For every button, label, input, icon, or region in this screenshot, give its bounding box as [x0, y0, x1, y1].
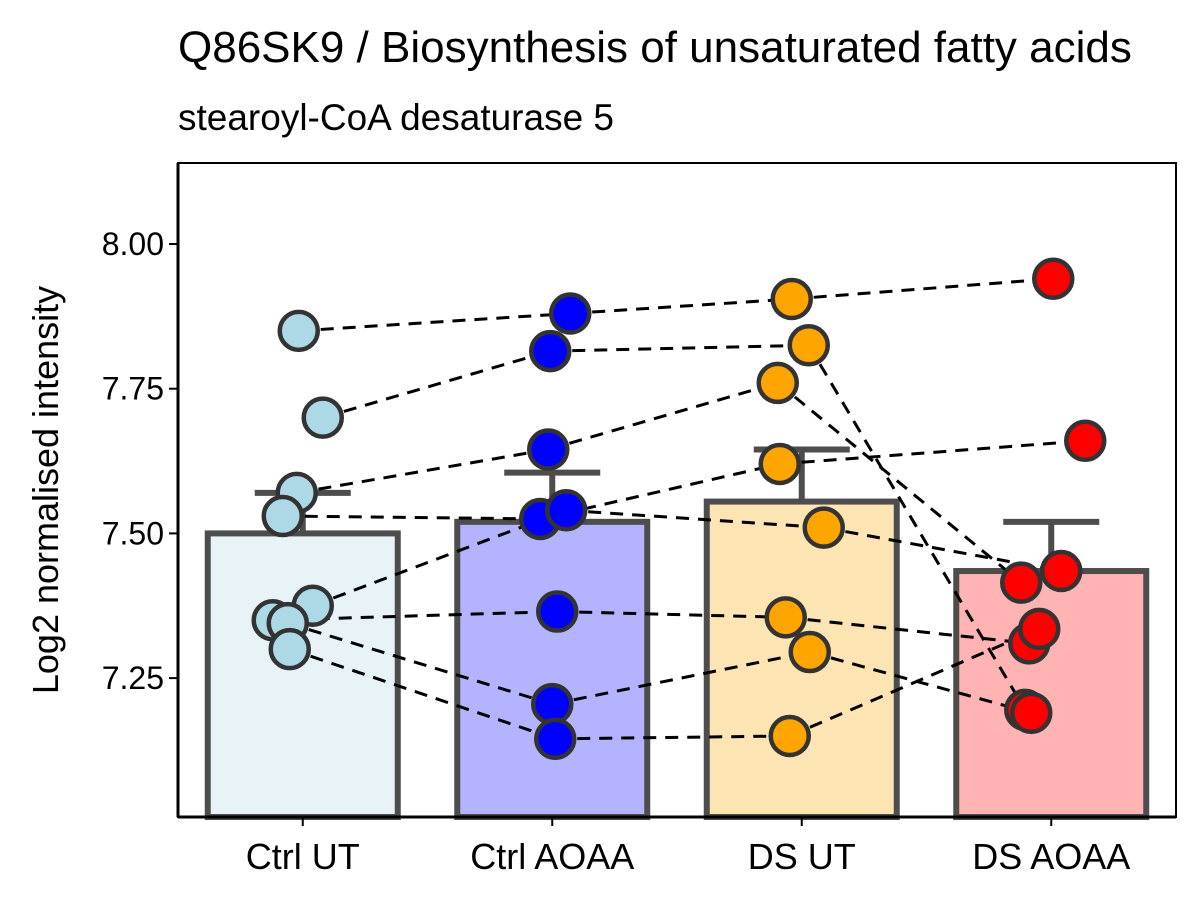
data-point	[1018, 607, 1061, 651]
y-axis-label: Log2 normalised intensity	[25, 286, 66, 694]
pairing-line	[779, 439, 1086, 466]
data-point	[787, 324, 830, 367]
data-point	[768, 714, 811, 758]
data-point	[756, 361, 799, 405]
data-point	[788, 630, 831, 674]
x-tick-label: DS AOAA	[972, 836, 1130, 877]
pairing-line	[791, 277, 1054, 301]
points-layer	[251, 257, 1107, 761]
data-point	[802, 506, 845, 549]
pairing-line	[539, 462, 781, 521]
data-point	[1040, 549, 1083, 593]
pairing-line	[557, 610, 786, 619]
axes-layer: 7.25 7.50 7.75 8.00 Ctrl UT Ctrl AOAA DS UT DS …	[102, 162, 1177, 877]
pairing-line	[287, 621, 553, 706]
bar	[204, 530, 401, 821]
y-tick-label: 8.00	[102, 226, 164, 262]
data-point	[770, 277, 813, 321]
y-tick-label: 7.25	[102, 660, 164, 696]
chart-title: Q86SK9 / Biosynthesis of unsaturated fat…	[178, 23, 1132, 72]
pairing-line	[776, 381, 1023, 584]
pairing-lines-layer	[272, 277, 1086, 741]
data-point	[261, 494, 304, 538]
x-tick-label: Ctrl AOAA	[470, 836, 634, 877]
pairing-line	[550, 343, 809, 353]
pairing-line	[789, 627, 1040, 738]
data-point	[531, 682, 574, 726]
bar	[953, 568, 1150, 820]
data-point	[527, 428, 570, 471]
chart-subtitle: stearoyl-CoA desaturase 5	[178, 97, 614, 138]
y-tick-label: 7.75	[102, 371, 164, 407]
x-tick-label: Ctrl UT	[246, 836, 360, 877]
y-tick-label: 7.50	[102, 515, 164, 551]
data-point	[758, 442, 801, 486]
bar	[454, 518, 651, 820]
data-point	[1000, 561, 1043, 604]
data-point	[268, 627, 311, 671]
bars-layer	[204, 498, 1150, 821]
x-tick-label: DS UT	[748, 836, 856, 877]
pairing-line	[289, 647, 556, 741]
data-point	[1032, 257, 1075, 301]
data-point	[549, 292, 592, 335]
data-point	[277, 309, 320, 353]
pairing-line	[547, 381, 779, 451]
pairing-line	[322, 349, 551, 420]
data-point	[536, 590, 579, 633]
pairing-line	[282, 514, 541, 521]
data-point	[545, 489, 588, 532]
pairing-line	[298, 311, 571, 333]
pairing-line	[785, 615, 1030, 645]
pairing-line	[809, 650, 1032, 715]
pairing-line	[555, 734, 790, 741]
data-point	[764, 596, 807, 639]
pairing-line	[570, 297, 792, 315]
data-point	[301, 396, 344, 439]
data-point	[534, 717, 577, 761]
data-point	[1064, 419, 1107, 463]
data-point	[1010, 691, 1053, 735]
pairing-line	[807, 344, 1027, 711]
data-point	[529, 329, 572, 373]
